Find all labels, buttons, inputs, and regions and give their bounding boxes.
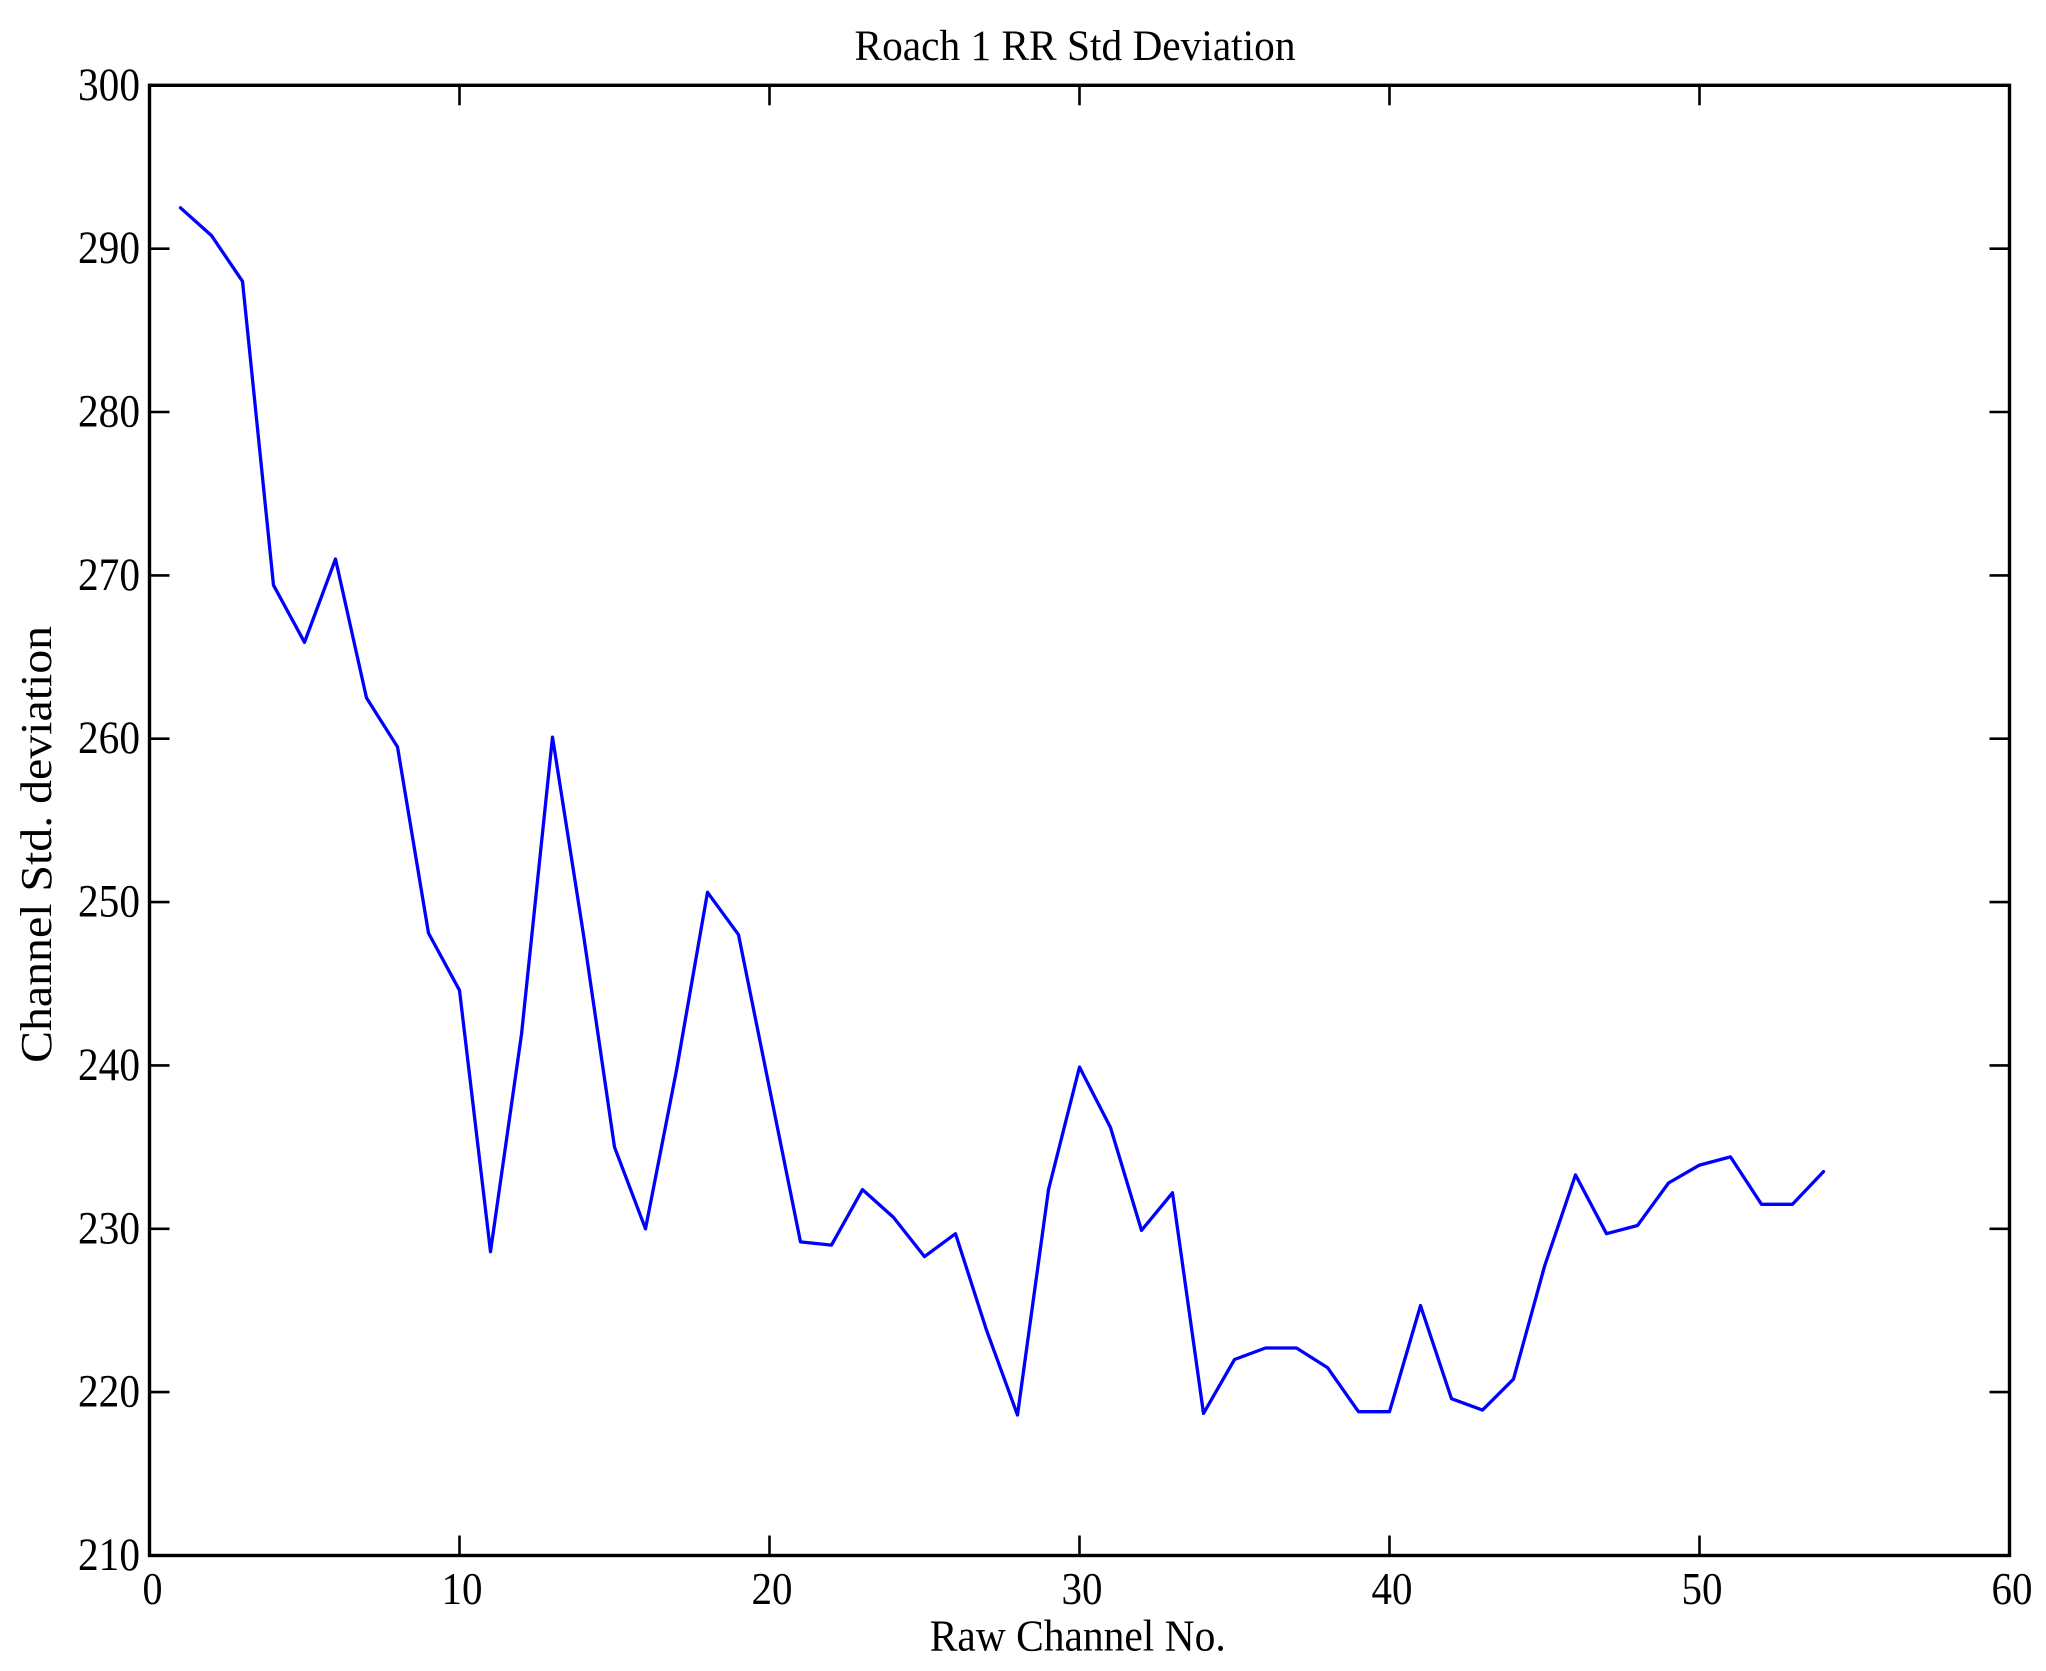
svg-text:10: 10 xyxy=(442,1563,483,1614)
svg-text:40: 40 xyxy=(1372,1563,1413,1614)
svg-text:230: 230 xyxy=(78,1202,140,1254)
svg-text:0: 0 xyxy=(143,1563,163,1614)
svg-text:210: 210 xyxy=(78,1529,140,1581)
svg-text:260: 260 xyxy=(78,712,140,764)
svg-text:60: 60 xyxy=(1992,1563,2033,1614)
svg-text:Roach 1 RR Std Deviation: Roach 1 RR Std Deviation xyxy=(855,22,1296,70)
svg-text:300: 300 xyxy=(78,59,140,111)
svg-text:290: 290 xyxy=(78,222,140,274)
svg-text:280: 280 xyxy=(78,386,140,438)
svg-text:270: 270 xyxy=(78,549,140,601)
svg-text:240: 240 xyxy=(78,1039,140,1091)
svg-text:30: 30 xyxy=(1062,1563,1103,1614)
svg-text:50: 50 xyxy=(1682,1563,1723,1614)
svg-text:Raw Channel No.: Raw Channel No. xyxy=(930,1612,1226,1661)
svg-text:Channel Std. deviation: Channel Std. deviation xyxy=(12,626,61,1063)
svg-text:220: 220 xyxy=(78,1366,140,1418)
svg-text:250: 250 xyxy=(78,876,140,928)
svg-text:20: 20 xyxy=(752,1563,793,1614)
